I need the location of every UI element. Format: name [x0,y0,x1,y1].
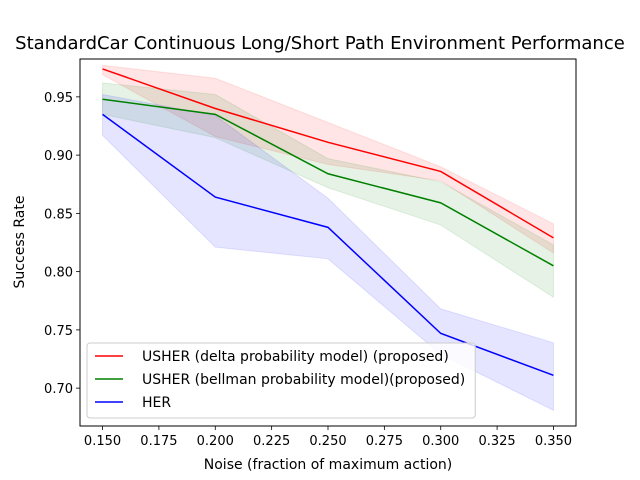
y-tick-label: 0.90 [44,149,73,164]
y-tick-label: 0.80 [44,266,73,281]
series-line-1 [102,68,554,239]
x-tick-label: 0.250 [309,434,346,449]
legend-label-3: HER [142,395,171,411]
legend-label-2: USHER (bellman probability model)(propos… [142,372,465,388]
confidence-band-2 [102,82,554,299]
x-tick-label: 0.200 [197,434,234,449]
x-tick-label: 0.300 [422,434,459,449]
x-axis-label: Noise (fraction of maximum action) [204,457,452,473]
x-tick-label: 0.150 [84,434,121,449]
y-tick-label: 0.75 [44,324,73,339]
legend-box [86,342,476,419]
y-tick-label: 0.95 [44,91,73,106]
y-axis-label: Success Rate [12,196,28,289]
x-tick-label: 0.275 [366,434,403,449]
confidence-band-3 [102,93,554,412]
y-axis: 0.70 0.75 0.80 0.85 0.90 0.95 [44,91,80,397]
confidence-bands [102,64,554,412]
series-line-2 [102,98,554,267]
x-axis: 0.150 0.175 0.200 0.225 0.250 0.275 0.300 0.325… [84,426,572,449]
x-tick-label: 0.225 [253,434,290,449]
x-tick-label: 0.350 [535,434,572,449]
plot-area-frame [79,58,577,427]
legend: USHER (delta probability model) (propose… [86,342,476,419]
legend-label-1: USHER (delta probability model) (propose… [142,349,449,365]
x-tick-label: 0.175 [140,434,177,449]
series-lines [102,68,554,377]
x-tick-label: 0.325 [478,434,515,449]
y-tick-label: 0.85 [44,207,73,222]
chart-title: StandardCar Continuous Long/Short Path E… [15,33,625,54]
series-line-3 [102,113,554,377]
y-tick-label: 0.70 [44,382,73,397]
confidence-band-1 [102,64,554,254]
